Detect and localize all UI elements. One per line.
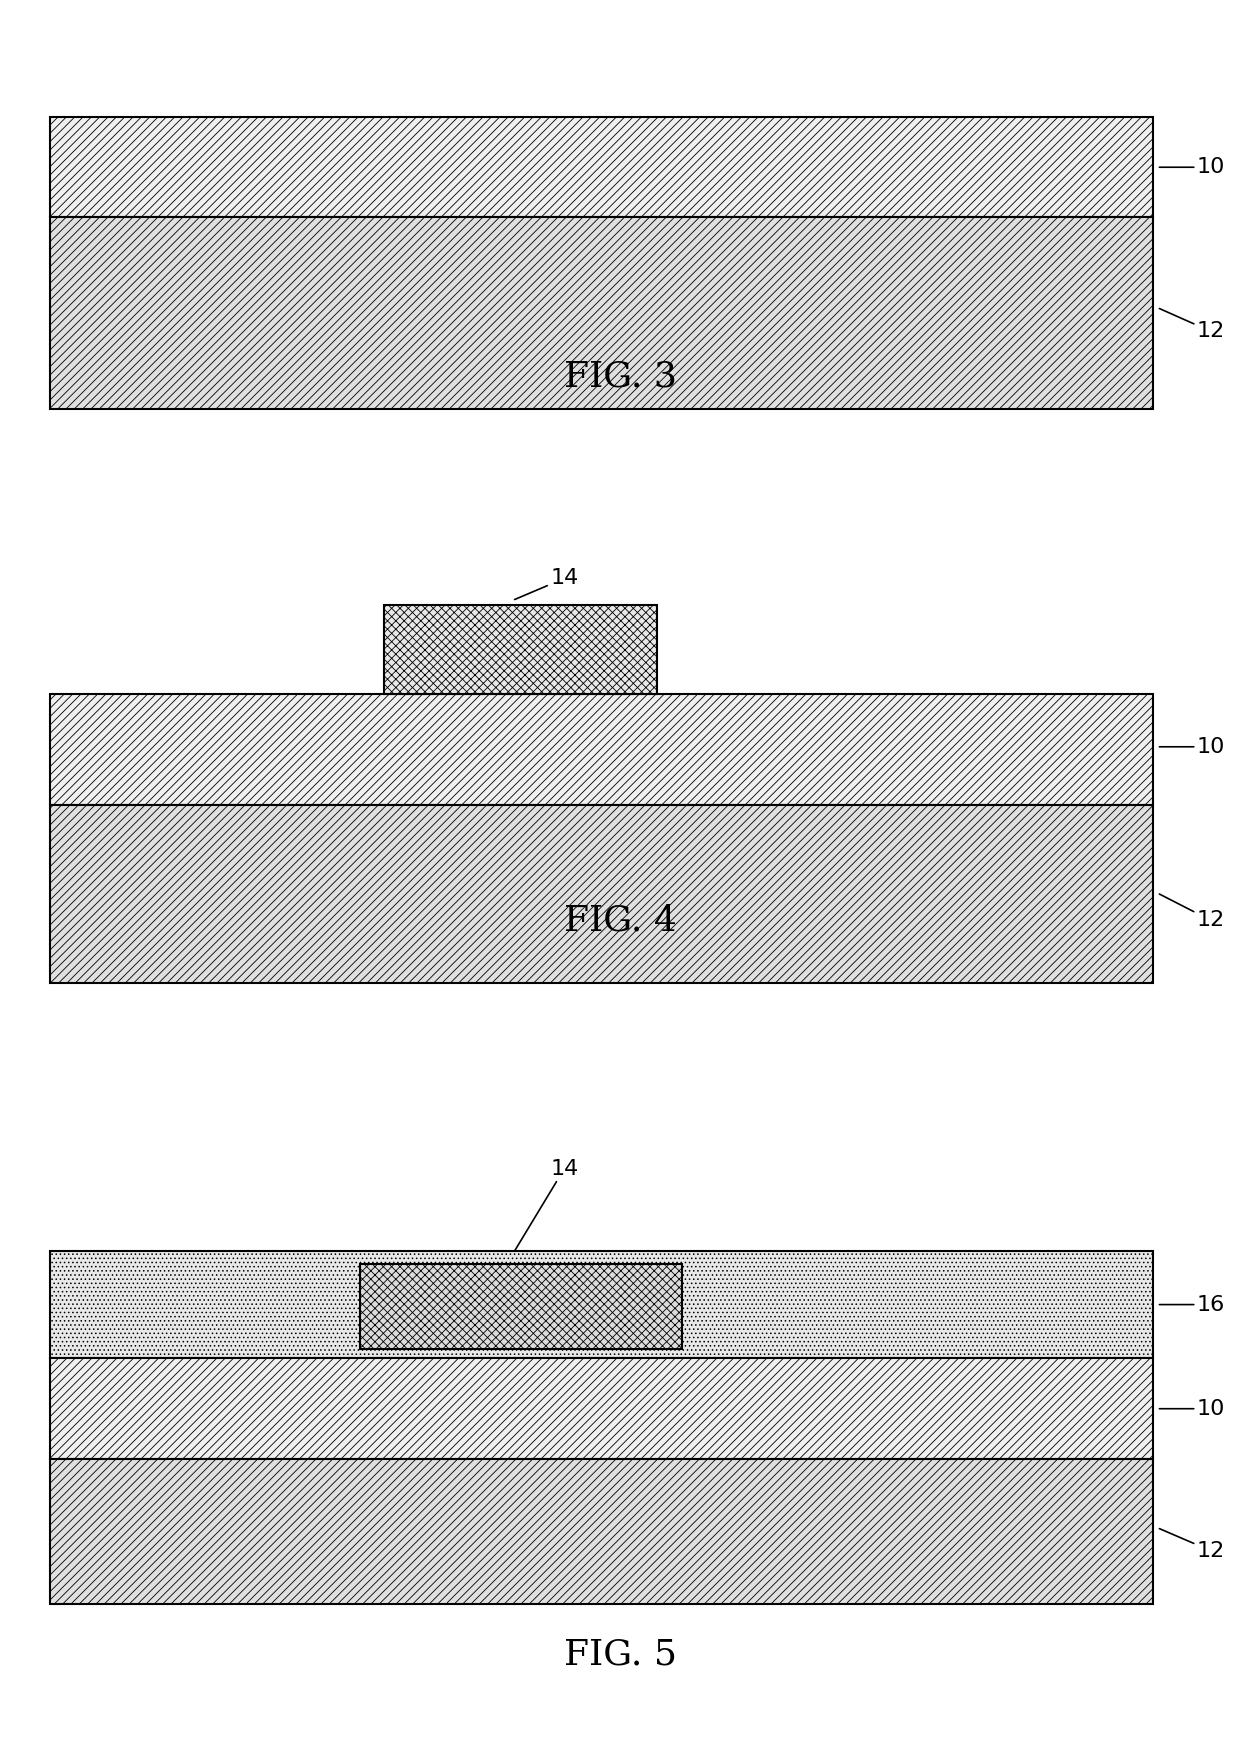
Bar <box>50 694 1153 805</box>
Bar <box>50 1458 1153 1604</box>
Bar <box>50 217 1153 408</box>
Bar <box>50 1359 1153 1458</box>
Bar <box>50 1252 1153 1359</box>
Text: 12: 12 <box>1159 894 1225 931</box>
Bar <box>384 605 657 694</box>
Bar <box>50 117 1153 217</box>
Text: 10: 10 <box>1159 158 1225 177</box>
Bar <box>50 805 1153 983</box>
Bar <box>360 1264 682 1348</box>
Text: FIG. 4: FIG. 4 <box>563 903 677 938</box>
Text: 10: 10 <box>1159 736 1225 757</box>
Text: 14: 14 <box>515 568 578 600</box>
Text: 16: 16 <box>1159 1294 1225 1315</box>
Text: 12: 12 <box>1159 309 1225 342</box>
Text: FIG. 5: FIG. 5 <box>563 1637 677 1672</box>
Text: 10: 10 <box>1159 1399 1225 1418</box>
Text: FIG. 3: FIG. 3 <box>563 359 677 394</box>
Text: 12: 12 <box>1159 1529 1225 1560</box>
Text: 14: 14 <box>515 1159 578 1252</box>
